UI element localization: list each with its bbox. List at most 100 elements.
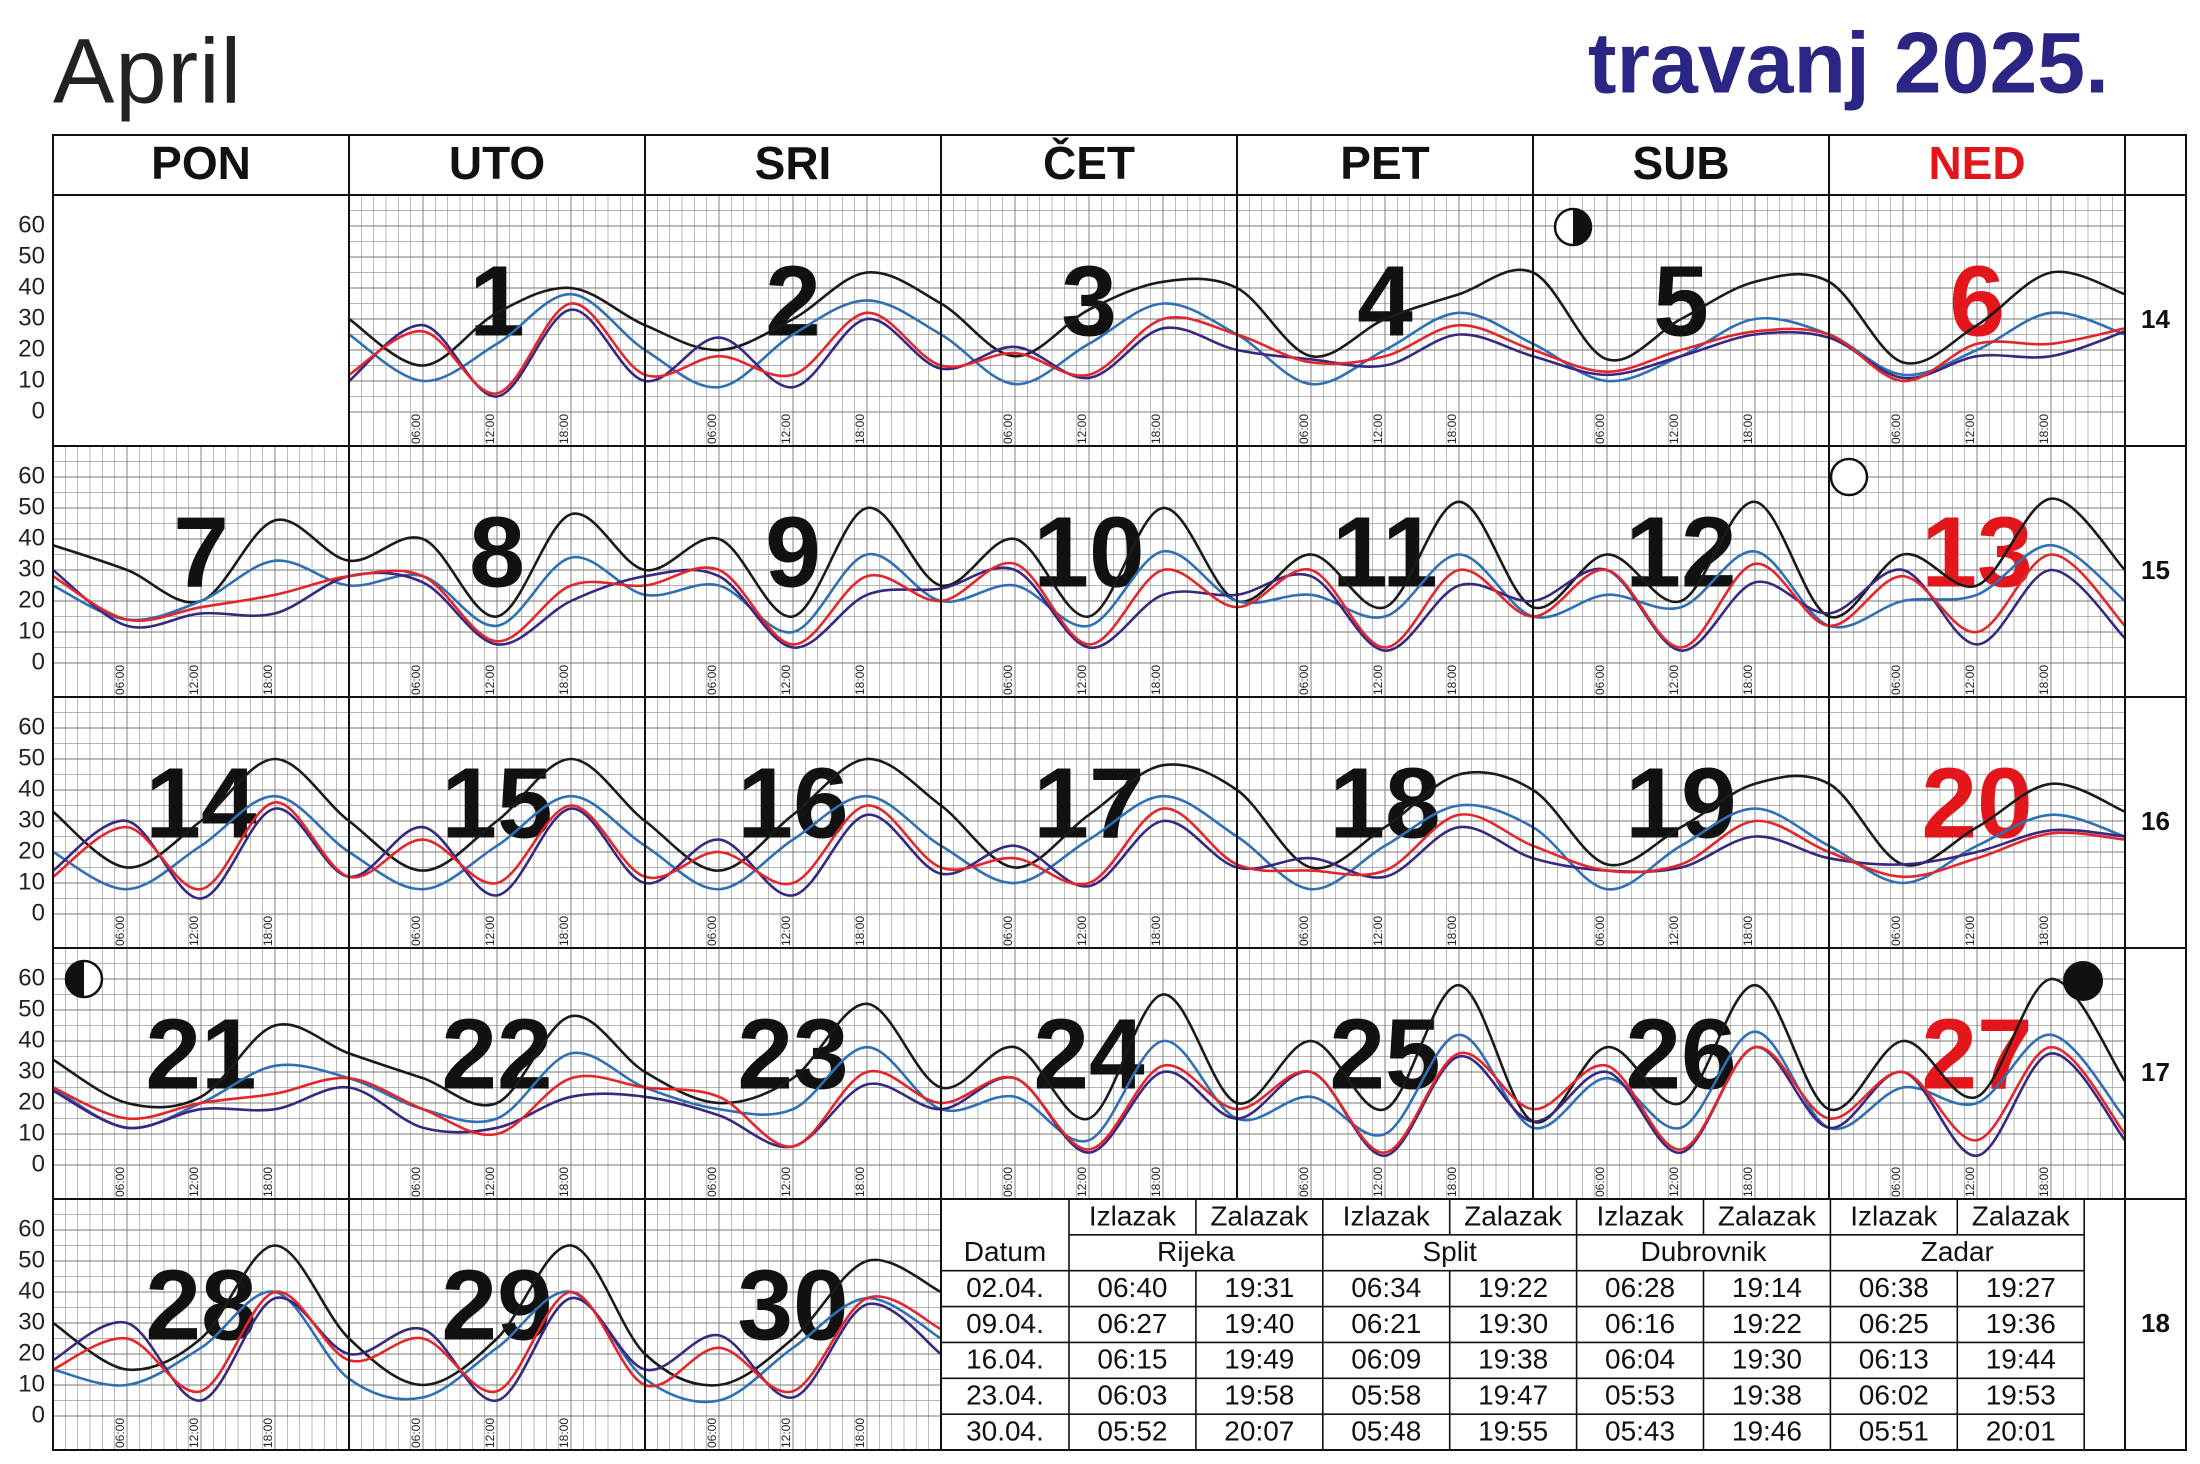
x-tick-label: 18:00 [1149, 916, 1163, 946]
x-tick-label: 12:00 [1371, 665, 1385, 695]
column-header: Zalazak [1718, 1200, 1817, 1231]
x-tick-label: 18:00 [2037, 414, 2051, 444]
day-number: 24 [1033, 998, 1145, 1110]
day-number: 1 [469, 245, 525, 357]
x-tick-label: 12:00 [483, 1418, 497, 1448]
tide-line [349, 308, 2125, 398]
x-tick-label: 18:00 [1741, 1167, 1755, 1197]
x-tick-label: 06:00 [113, 1418, 127, 1448]
x-tick-label: 18:00 [2037, 916, 2051, 946]
date-cell: 02.04. [966, 1272, 1044, 1303]
tide-line [53, 1045, 2125, 1154]
day-number: 2 [765, 245, 821, 357]
city-header: Split [1422, 1236, 1477, 1267]
week-number: 16 [2141, 806, 2170, 836]
time-cell: 06:21 [1351, 1308, 1421, 1339]
time-cell: 19:49 [1224, 1344, 1294, 1375]
x-tick-label: 18:00 [1445, 414, 1459, 444]
y-tick-label: 0 [32, 397, 45, 424]
day-number: 14 [145, 747, 257, 859]
tide-line [53, 807, 2125, 900]
time-cell: 19:27 [1986, 1272, 2056, 1303]
x-tick-label: 12:00 [1075, 916, 1089, 946]
column-header: Izlazak [1089, 1200, 1177, 1231]
x-tick-label: 06:00 [113, 1167, 127, 1197]
moon-new [2063, 961, 2103, 1001]
y-tick-label: 0 [32, 1401, 45, 1428]
y-tick-label: 50 [18, 1246, 45, 1273]
y-tick-label: 40 [18, 273, 45, 300]
y-tick-label: 40 [18, 775, 45, 802]
y-tick-label: 0 [32, 899, 45, 926]
x-tick-label: 12:00 [187, 1167, 201, 1197]
moon-full [1829, 457, 1869, 497]
x-tick-label: 12:00 [1075, 1167, 1089, 1197]
tide-line [53, 801, 2125, 891]
day-number: 8 [469, 496, 525, 608]
y-tick-label: 60 [18, 211, 45, 238]
x-tick-label: 06:00 [1297, 414, 1311, 444]
x-tick-label: 18:00 [853, 1418, 867, 1448]
y-tick-label: 40 [18, 524, 45, 551]
day-number: 5 [1653, 245, 1709, 357]
column-header: Izlazak [1850, 1200, 1938, 1231]
time-cell: 19:14 [1732, 1272, 1802, 1303]
x-tick-label: 12:00 [779, 916, 793, 946]
time-cell: 19:36 [1986, 1308, 2056, 1339]
calendar-title: travanj 2025. [1588, 16, 2109, 112]
y-tick-label: 10 [18, 1119, 45, 1146]
x-tick-label: 18:00 [557, 1418, 571, 1448]
x-tick-label: 12:00 [1075, 665, 1089, 695]
time-cell: 05:58 [1351, 1380, 1421, 1411]
time-cell: 06:16 [1605, 1308, 1675, 1339]
x-tick-label: 18:00 [557, 665, 571, 695]
tide-layer [53, 268, 2125, 1404]
day-number: 16 [737, 747, 848, 859]
tide-line [53, 1045, 2125, 1158]
moon-phases [64, 207, 2103, 1001]
x-tick-label: 06:00 [705, 1167, 719, 1197]
tide-line [53, 1244, 941, 1387]
day-number: 26 [1625, 998, 1736, 1110]
x-tick-label: 06:00 [1593, 916, 1607, 946]
tide-line [53, 757, 2125, 872]
time-cell: 06:13 [1859, 1344, 1929, 1375]
y-tick-label: 10 [18, 366, 45, 393]
x-tick-label: 12:00 [1371, 1167, 1385, 1197]
x-tick-label: 18:00 [1445, 1167, 1459, 1197]
time-cell: 20:01 [1986, 1415, 2056, 1446]
y-tick-label: 50 [18, 995, 45, 1022]
x-tick-label: 18:00 [1149, 1167, 1163, 1197]
x-tick-label: 12:00 [483, 414, 497, 444]
y-tick-label: 60 [18, 462, 45, 489]
x-tick-label: 12:00 [483, 916, 497, 946]
x-tick-label: 18:00 [261, 1167, 275, 1197]
tide-line [53, 553, 2125, 649]
time-cell: 06:34 [1351, 1272, 1421, 1303]
tide-line [53, 566, 2125, 652]
x-tick-label: 12:00 [779, 665, 793, 695]
time-cell: 06:40 [1097, 1272, 1167, 1303]
week-number: 14 [2141, 304, 2170, 334]
week-number: 18 [2141, 1308, 2170, 1338]
tide-line [53, 497, 2125, 619]
y-tick-label: 40 [18, 1277, 45, 1304]
day-number: 9 [765, 496, 821, 608]
x-tick-label: 18:00 [1445, 665, 1459, 695]
time-cell: 06:02 [1859, 1380, 1929, 1411]
x-tick-label: 12:00 [1371, 414, 1385, 444]
y-tick-label: 10 [18, 1370, 45, 1397]
x-tick-label: 18:00 [1445, 916, 1459, 946]
y-tick-label: 60 [18, 713, 45, 740]
x-tick-label: 12:00 [1075, 414, 1089, 444]
time-cell: 06:27 [1097, 1308, 1167, 1339]
y-tick-label: 20 [18, 1339, 45, 1366]
x-tick-label: 06:00 [705, 665, 719, 695]
city-header: Dubrovnik [1640, 1236, 1767, 1267]
time-cell: 06:09 [1351, 1344, 1421, 1375]
x-tick-label: 06:00 [1593, 414, 1607, 444]
time-cell: 19:30 [1478, 1308, 1548, 1339]
y-tick-label: 40 [18, 1026, 45, 1053]
x-tick-label: 06:00 [409, 916, 423, 946]
